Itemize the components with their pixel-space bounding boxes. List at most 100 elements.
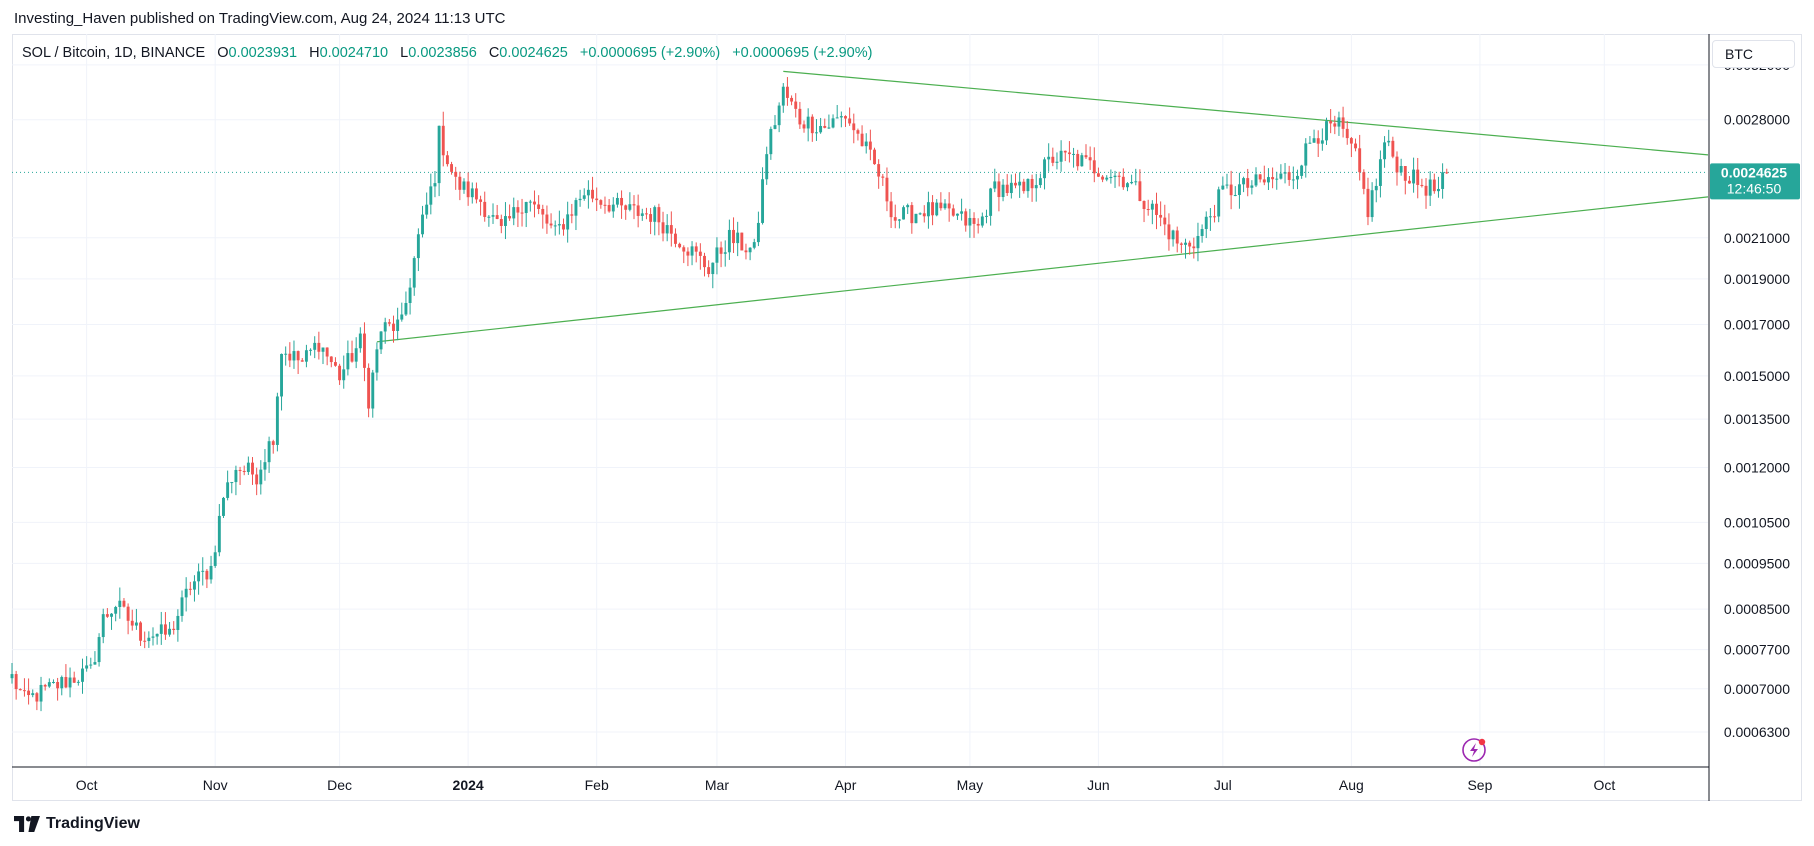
candle: [1428, 171, 1432, 206]
candle-body: [1275, 178, 1279, 180]
candle: [698, 243, 702, 270]
candle: [520, 198, 524, 227]
candle: [474, 182, 478, 204]
candle: [620, 190, 624, 219]
candle: [487, 215, 491, 227]
candle-body: [1287, 172, 1291, 180]
candle-body: [242, 470, 246, 472]
candle: [1034, 173, 1038, 202]
price-badge-value: 0.0024625: [1721, 164, 1787, 180]
candle-body: [839, 116, 843, 118]
candle-body: [68, 677, 72, 688]
candle-body: [1428, 179, 1432, 196]
candle: [586, 180, 590, 209]
candle-body: [139, 622, 142, 641]
candle: [1246, 168, 1250, 197]
candle: [1366, 177, 1370, 226]
time-tick-label: Apr: [835, 777, 857, 793]
candle: [363, 322, 366, 382]
candle-body: [151, 636, 155, 638]
price-tick-label: 0.0021000: [1724, 230, 1790, 246]
candle-body: [761, 179, 765, 223]
candle-body: [873, 149, 876, 165]
candle: [922, 205, 926, 223]
candle: [997, 173, 1001, 212]
candle-body: [209, 565, 213, 580]
candle-body: [1072, 153, 1076, 155]
candle: [441, 111, 445, 167]
time-tick-label: Jun: [1087, 777, 1110, 793]
candle-body: [255, 474, 259, 485]
candle: [798, 101, 802, 129]
candle-body: [1051, 156, 1055, 163]
candle-body: [134, 622, 138, 626]
candle: [27, 678, 31, 705]
candle: [1179, 242, 1183, 254]
candle: [533, 190, 536, 218]
candle: [582, 188, 586, 201]
candle-body: [1080, 155, 1084, 167]
candle-body: [1237, 184, 1241, 196]
open-value: 0.0023931: [228, 45, 298, 61]
candle-body: [1242, 178, 1246, 185]
candle: [184, 577, 188, 612]
candle: [1312, 129, 1316, 143]
candle-body: [955, 213, 959, 216]
candle-body: [615, 197, 619, 205]
candle: [931, 195, 935, 226]
candle-body: [802, 124, 806, 129]
symbol-name: SOL / Bitcoin, 1D, BINANCE: [22, 45, 206, 61]
candle: [400, 302, 404, 322]
candle-body: [462, 181, 466, 190]
candle-body: [562, 224, 565, 230]
candle-body: [412, 258, 416, 288]
candle-body: [947, 203, 951, 209]
lightning-icon[interactable]: [1462, 738, 1486, 762]
candle-body: [732, 229, 735, 244]
candle: [209, 555, 213, 584]
candle: [591, 176, 594, 203]
candle: [910, 202, 914, 234]
time-tick-label: Jul: [1214, 777, 1232, 793]
candle: [60, 675, 64, 696]
candle: [864, 133, 868, 154]
candle-body: [101, 614, 105, 638]
candle-body: [661, 222, 665, 234]
candle: [213, 545, 217, 568]
candle: [810, 114, 814, 142]
current-price-badge: 0.0024625 12:46:50: [1710, 163, 1800, 200]
candle-body: [1395, 156, 1399, 173]
candle-body: [437, 125, 441, 184]
time-tick-label: May: [957, 777, 983, 793]
candle-body: [300, 360, 304, 362]
candle: [159, 611, 163, 645]
candle-body: [358, 333, 362, 349]
candle-body: [458, 176, 462, 190]
candle-body: [1437, 188, 1440, 192]
candle-body: [329, 356, 333, 363]
candle-body: [1370, 190, 1374, 218]
footer-brand[interactable]: TradingView: [14, 815, 140, 833]
candle: [1287, 165, 1291, 186]
candle: [881, 173, 885, 186]
price-tick-label: 0.0019000: [1724, 271, 1790, 287]
candle-body: [163, 624, 167, 635]
candle-body: [707, 267, 711, 275]
candle-body: [566, 214, 570, 230]
candle-body: [918, 213, 922, 215]
candle: [226, 470, 230, 501]
candle-body: [997, 181, 1001, 198]
candle: [1142, 200, 1146, 223]
candle-body: [296, 351, 300, 361]
candle: [661, 211, 665, 242]
candle: [93, 651, 97, 665]
candle-body: [288, 353, 292, 361]
candle: [1258, 173, 1262, 183]
candle-body: [1391, 140, 1395, 157]
currency-button[interactable]: BTC: [1712, 40, 1795, 68]
candle-body: [976, 223, 980, 226]
candle: [756, 211, 760, 247]
candle: [727, 219, 731, 260]
candle: [1445, 168, 1449, 174]
